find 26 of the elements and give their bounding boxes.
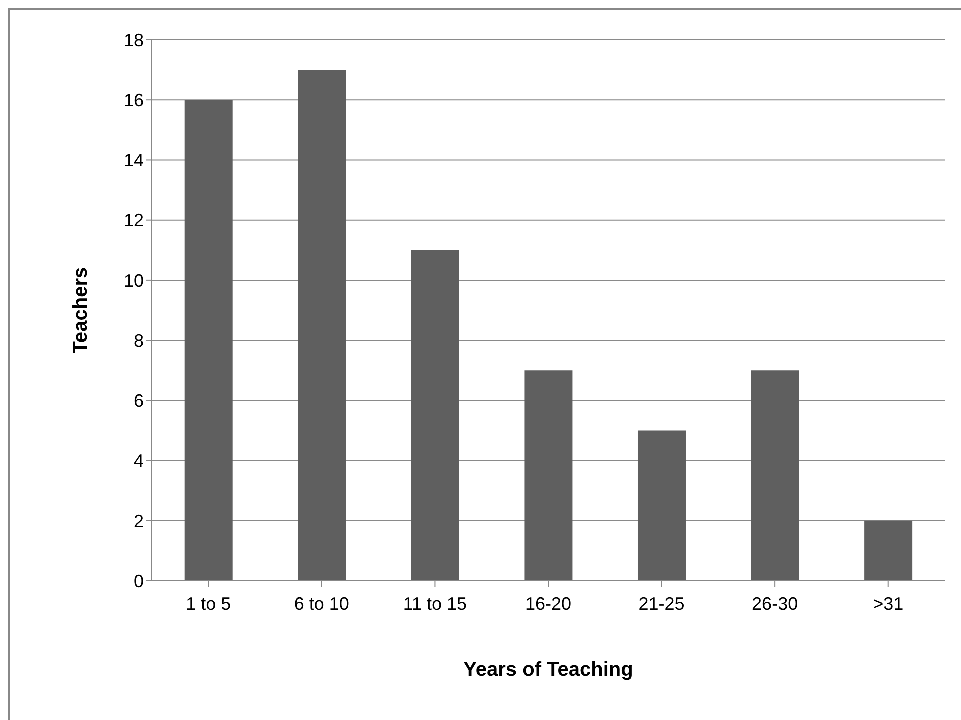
bar — [298, 70, 346, 581]
y-tick-label: 18 — [124, 30, 144, 50]
bar — [184, 100, 233, 581]
y-tick-label: 2 — [134, 511, 144, 532]
x-tick-label: >31 — [873, 594, 904, 614]
bar — [411, 250, 460, 581]
x-tick-label: 11 to 15 — [403, 594, 468, 614]
x-tick-label: 1 to 5 — [186, 594, 232, 614]
x-axis-title: Years of Teaching — [464, 659, 634, 681]
x-tick-label: 26-30 — [752, 594, 798, 614]
y-tick-label: 14 — [124, 150, 144, 171]
bar — [864, 520, 913, 581]
bar — [524, 370, 573, 581]
bar — [751, 370, 800, 581]
y-tick-label: 6 — [134, 391, 144, 412]
y-tick-label: 12 — [124, 210, 144, 231]
y-tick-label: 0 — [134, 571, 144, 592]
x-tick-label: 21-25 — [638, 594, 685, 614]
y-axis-title: Teachers — [70, 267, 92, 354]
x-tick-label: 16-20 — [525, 594, 572, 614]
y-tick-label: 16 — [124, 90, 144, 110]
y-tick-label: 4 — [134, 451, 144, 472]
y-tick-label: 10 — [124, 270, 144, 291]
y-tick-label: 8 — [134, 330, 144, 351]
bar — [638, 430, 686, 581]
x-tick-label: 6 to 10 — [294, 594, 350, 614]
